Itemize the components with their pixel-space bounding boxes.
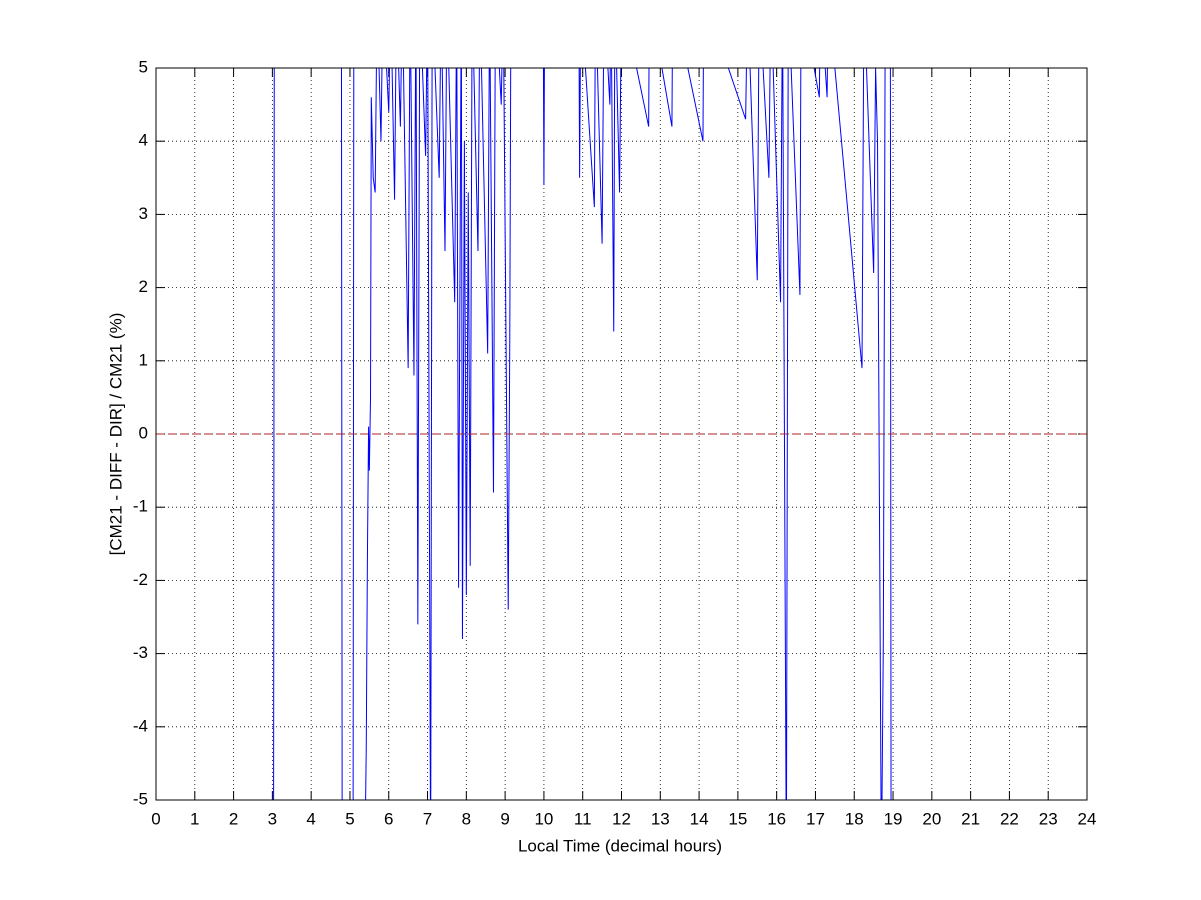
y-tick-label: -1 [133, 497, 148, 516]
y-tick-label: 0 [139, 423, 148, 442]
x-tick-label: 8 [462, 809, 471, 828]
x-tick-label: 12 [612, 809, 631, 828]
y-tick-label: 5 [139, 57, 148, 76]
x-tick-label: 13 [651, 809, 670, 828]
x-tick-label: 10 [534, 809, 553, 828]
x-tick-label: 18 [845, 809, 864, 828]
x-tick-label: 2 [229, 809, 238, 828]
x-tick-label: 15 [728, 809, 747, 828]
y-tick-label: 2 [139, 277, 148, 296]
x-tick-label: 9 [500, 809, 509, 828]
x-tick-label: 7 [423, 809, 432, 828]
x-tick-label: 3 [268, 809, 277, 828]
x-tick-label: 1 [190, 809, 199, 828]
y-tick-label: -5 [133, 789, 148, 808]
y-tick-label: 4 [139, 131, 148, 150]
x-tick-label: 23 [1039, 809, 1058, 828]
y-axis-label: [CM21 - DIFF - DIR] / CM21 (%) [106, 313, 125, 556]
y-tick-label: -2 [133, 570, 148, 589]
x-tick-label: 0 [151, 809, 160, 828]
y-tick-label: -4 [133, 716, 148, 735]
x-tick-label: 20 [922, 809, 941, 828]
x-tick-label: 16 [767, 809, 786, 828]
x-tick-label: 4 [306, 809, 315, 828]
x-tick-label: 21 [961, 809, 980, 828]
x-tick-label: 19 [884, 809, 903, 828]
x-tick-label: 24 [1078, 809, 1097, 828]
x-tick-label: 5 [345, 809, 354, 828]
x-tick-label: 11 [574, 809, 592, 828]
y-tick-label: -3 [133, 643, 148, 662]
x-tick-label: 14 [690, 809, 709, 828]
x-tick-label: 6 [384, 809, 393, 828]
y-tick-label: 1 [139, 350, 148, 369]
x-axis-label: Local Time (decimal hours) [518, 836, 722, 855]
y-tick-label: 3 [139, 204, 148, 223]
x-tick-label: 22 [1000, 809, 1019, 828]
plot-frame [155, 67, 1088, 801]
x-tick-label: 17 [806, 809, 825, 828]
